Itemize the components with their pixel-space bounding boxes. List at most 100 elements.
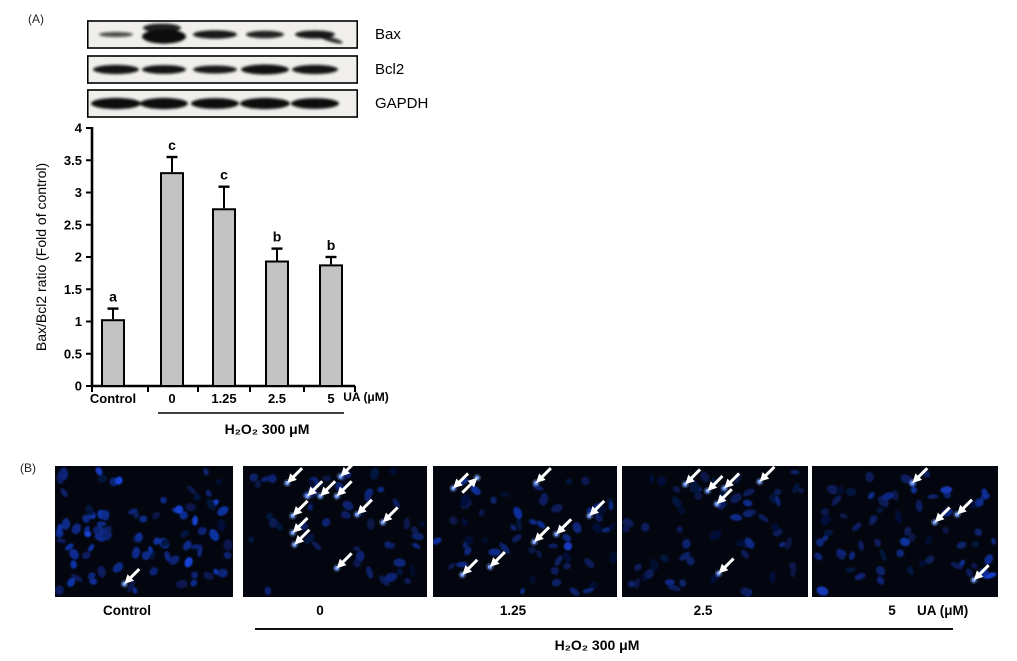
arrow-head [292,506,303,516]
arrow-icon [912,467,929,483]
nucleus [876,507,884,514]
nucleus [582,587,594,594]
arrow-icon [707,474,724,491]
nucleus [478,509,485,517]
significance-letter: b [327,237,336,253]
nucleus [816,586,829,596]
nucleus [197,527,207,535]
nucleus [773,488,782,496]
nucleus [820,514,831,526]
nucleus [665,579,675,586]
arrow-icon [589,499,606,516]
nucleus [606,498,614,503]
nucleus [179,511,188,520]
panel-a-label: (A) [28,12,44,26]
arrow-icon [957,498,974,515]
nucleus [180,530,189,538]
nucleus [581,476,590,486]
arrow-icon [490,550,506,567]
nucleus [268,474,277,484]
nucleus [392,498,401,508]
nucleus [622,525,630,533]
nucleus [660,554,669,563]
dose-unit-label: UA (μM) [343,390,389,404]
nucleus [254,480,262,489]
nucleus [865,471,874,483]
nucleus [657,476,667,486]
nucleus [565,478,573,485]
nucleus [644,568,654,579]
nucleus [481,537,489,544]
nucleus [84,525,90,533]
nucleus [160,539,169,548]
micrograph-control [55,466,233,597]
arrow-head [320,486,330,497]
nucleus [510,524,517,531]
nucleus [342,500,354,511]
x-category-label: Control [90,391,136,406]
nucleus [972,540,979,548]
nucleus [969,501,977,509]
micrograph-0 [243,466,427,597]
protein-band [140,97,188,110]
nucleus [608,501,614,511]
nucleus [771,523,780,532]
nucleus [366,566,374,579]
nucleus [135,532,143,542]
nucleus [848,551,855,560]
nucleus [449,516,458,525]
nucleus [470,485,481,496]
bar [265,260,289,387]
micrograph-label-0: 0 [316,603,324,618]
nucleus [365,488,374,496]
significance-letter: c [168,137,176,153]
protein-band [91,97,141,110]
nucleus [217,519,226,532]
nucleus [203,571,214,580]
protein-band-tail [319,35,343,44]
nucleus [264,586,272,596]
nucleus [340,511,351,519]
nucleus [854,573,866,580]
nucleus [686,556,695,566]
nucleus [836,549,847,557]
nucleus [831,495,842,506]
nucleus [536,520,546,529]
nucleus [384,572,398,583]
y-tick-label: 0 [75,379,82,394]
nucleus [160,497,167,504]
treatment-group-label: H₂O₂ 300 μM [554,637,640,653]
nucleus [551,578,562,587]
nucleus [389,467,398,476]
arrow-icon [124,567,141,584]
arrow-icon [453,472,470,489]
nucleus [876,576,885,585]
arrow-icon [534,526,551,542]
nucleus [139,515,148,523]
protein-band [191,98,239,109]
nucleus [792,483,800,494]
nucleus [512,534,522,543]
nucleus [304,533,315,544]
nucleus [464,546,472,556]
nucleus [634,578,641,589]
nucleus [112,562,124,573]
nucleus [822,535,829,542]
nucleus [563,552,571,563]
nucleus [396,568,403,575]
nuclei-group [622,469,805,597]
nucleus [89,578,98,585]
nucleus [56,523,63,535]
arrow-head [462,565,473,575]
western-blot-panel [87,20,358,118]
nucleus [536,550,542,558]
nucleus [649,558,659,572]
arrow-head [287,473,297,483]
protein-band [99,31,133,38]
nucleus [190,579,198,587]
y-tick-label: 2.5 [64,217,82,232]
nucleus [379,575,390,586]
nucleus [679,579,687,587]
nucleus [433,537,442,545]
nucleus [370,467,379,480]
